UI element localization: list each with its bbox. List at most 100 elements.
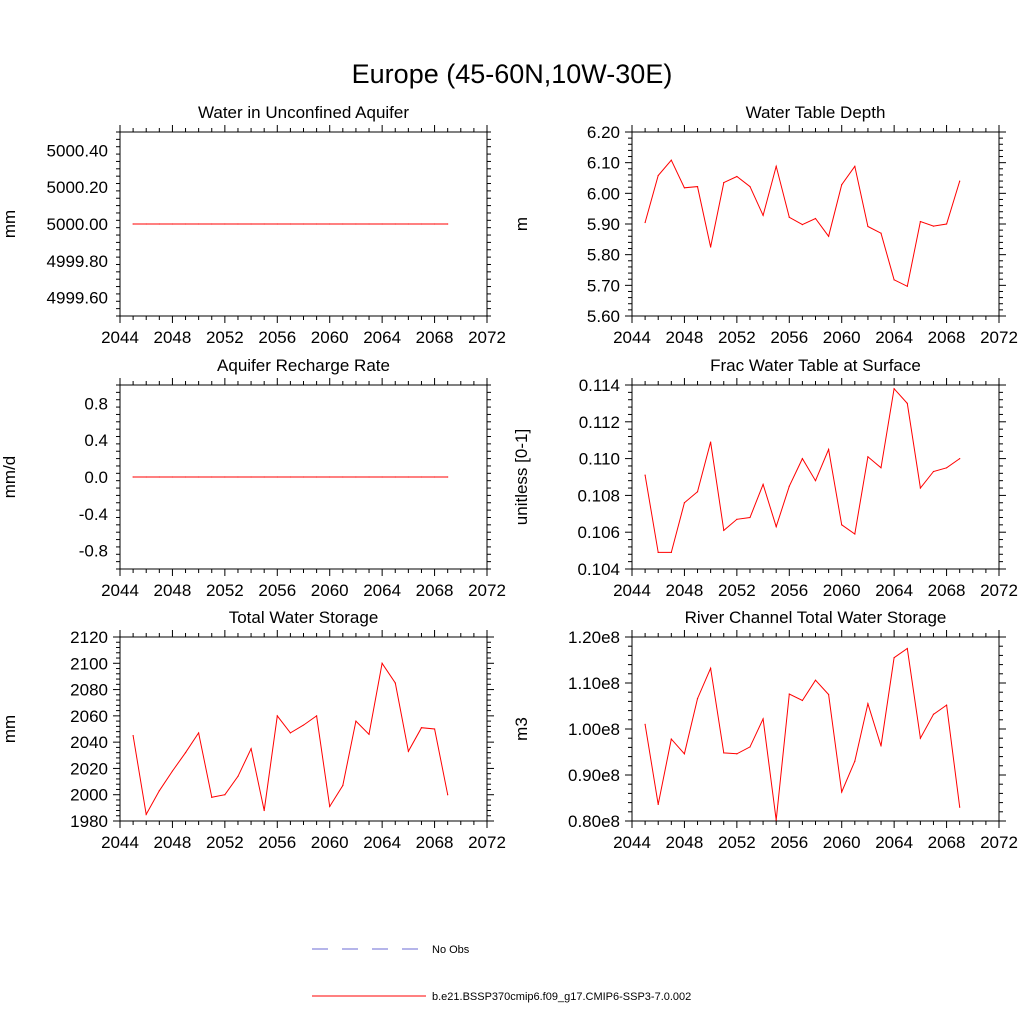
y-tick-label: 1.00e8 [568,720,620,739]
y-tick-label: 1980 [70,812,108,831]
y-tick-label: -0.4 [79,505,108,524]
data-point [867,225,869,228]
data-point [723,182,725,184]
chart-panel-4: Frac Water Table at Surface unitless [0-1… [512,356,1018,600]
data-point [184,476,187,478]
x-tick-label: 2072 [468,581,506,600]
data-point [959,806,961,808]
data-point [289,476,291,478]
data-point [854,533,856,535]
x-tick-label: 2052 [206,833,244,852]
data-point [132,476,134,478]
data-point [250,748,252,750]
x-tick-label: 2064 [363,833,401,852]
legend-obs-label: No Obs [432,944,470,956]
x-tick-label: 2068 [416,833,454,852]
data-point [198,476,200,478]
x-tick-label: 2056 [770,833,808,852]
data-point [696,698,699,700]
data-point [224,476,226,478]
data-point [919,220,921,223]
y-tick-label: 5.70 [587,276,620,295]
x-tick-label: 2056 [258,328,296,347]
x-tick-label: 2072 [980,328,1018,347]
data-point [381,476,383,478]
data-point [433,223,436,225]
data-point [736,753,738,755]
y-tick-label: 0.90e8 [568,766,620,785]
y-tick-label: 6.10 [587,154,620,173]
data-point [775,819,777,821]
y-tick-label: 5.80 [587,246,620,265]
data-point [775,165,777,167]
legend-model-label: b.e21.BSSP370cmip6.f09_g17.CMIP6-SSP3-7.… [432,991,691,1003]
x-tick-label: 2048 [666,328,704,347]
x-tick-label: 2060 [823,581,861,600]
data-point [158,223,160,225]
data-point [355,720,357,722]
data-point [959,180,961,182]
data-point [880,745,882,747]
data-point [906,285,908,287]
x-tick-label: 2072 [980,581,1018,600]
data-point [342,223,344,225]
data-point [237,476,239,478]
data-point [224,223,226,225]
data-point [670,159,672,161]
x-tick-label: 2048 [154,581,192,600]
panel-title: Frac Water Table at Surface [710,356,921,375]
data-point [184,223,187,225]
figure-title: Europe (45-60N,10W-30E) [352,59,673,89]
x-tick-label: 2052 [718,833,756,852]
data-point [211,476,213,478]
data-point [919,737,921,739]
y-tick-label: 6.00 [587,184,620,203]
y-tick-label: 0.0 [84,468,108,487]
chart-panel-6: River Channel Total Water Storage m3 2044 2… [512,608,1018,852]
data-point [657,174,659,177]
data-point [289,223,291,225]
data-point [880,467,882,469]
data-point [171,223,174,225]
data-point [420,476,423,478]
data-point [355,223,357,225]
y-tick-label: 0.110 [579,450,620,469]
data-point [263,223,265,225]
data-point [788,485,790,487]
y-axis-label: m3 [512,717,531,741]
data-point [276,476,278,478]
data-point [696,491,699,493]
x-tick-label: 2048 [154,328,192,347]
x-tick-label: 2052 [206,581,244,600]
data-point [906,402,908,404]
data-point [263,809,265,812]
y-tick-label: 0.80e8 [568,812,620,831]
chart-panel-3: Aquifer Recharge Rate mm/d 2044 2048 2052 205… [0,356,506,600]
data-point [670,551,672,554]
x-tick-label: 2064 [875,581,913,600]
y-tick-label: 0.104 [577,560,620,579]
data-point [302,724,305,726]
data-point [381,662,383,664]
y-axis-label: unitless [0-1] [512,429,531,525]
y-tick-label: 0.4 [84,431,108,450]
data-point [407,223,409,225]
x-tick-label: 2044 [101,581,139,600]
data-point [407,476,409,478]
x-tick-label: 2072 [468,833,506,852]
y-tick-label: 2080 [70,681,108,700]
y-tick-label: 0.106 [577,523,620,542]
data-point [867,703,869,705]
y-tick-label: 1.20e8 [568,628,620,647]
panel-title: Aquifer Recharge Rate [217,356,390,375]
data-point [893,279,895,281]
x-tick-label: 2052 [718,328,756,347]
data-point [801,224,803,226]
x-tick-label: 2064 [363,581,401,600]
data-point [158,790,160,792]
plot-frame [631,636,1000,822]
data-point [644,723,646,726]
y-tick-label: 0.114 [579,376,620,395]
data-point [198,223,200,225]
